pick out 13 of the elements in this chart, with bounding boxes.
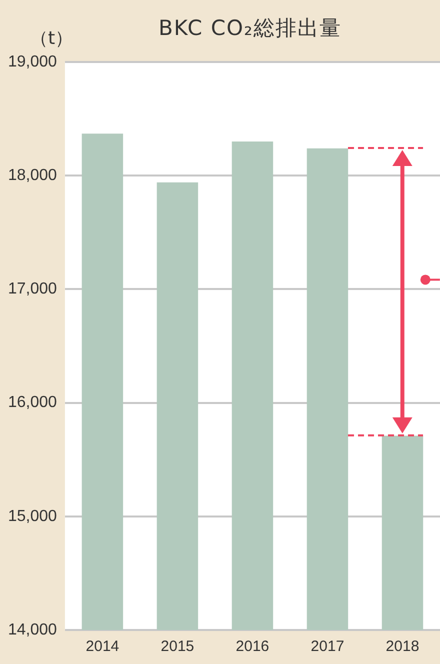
- x-tick-label: 2018: [386, 638, 420, 656]
- x-tick-label: 2015: [160, 638, 194, 656]
- y-axis-title: （t）: [30, 27, 74, 50]
- x-tick-label: 2017: [310, 638, 344, 656]
- x-tick-label: 2016: [236, 638, 270, 656]
- chart-title: BKC CO₂総排出量: [158, 16, 342, 40]
- y-tick-label: 17,000: [8, 280, 58, 298]
- x-tick-label: 2014: [86, 638, 120, 656]
- y-tick-label: 19,000: [8, 53, 58, 70]
- y-tick-label: 16,000: [8, 394, 58, 412]
- y-tick-label: 14,000: [8, 621, 58, 638]
- y-tick-label: 18,000: [8, 167, 58, 184]
- y-tick-label: 15,000: [8, 508, 58, 525]
